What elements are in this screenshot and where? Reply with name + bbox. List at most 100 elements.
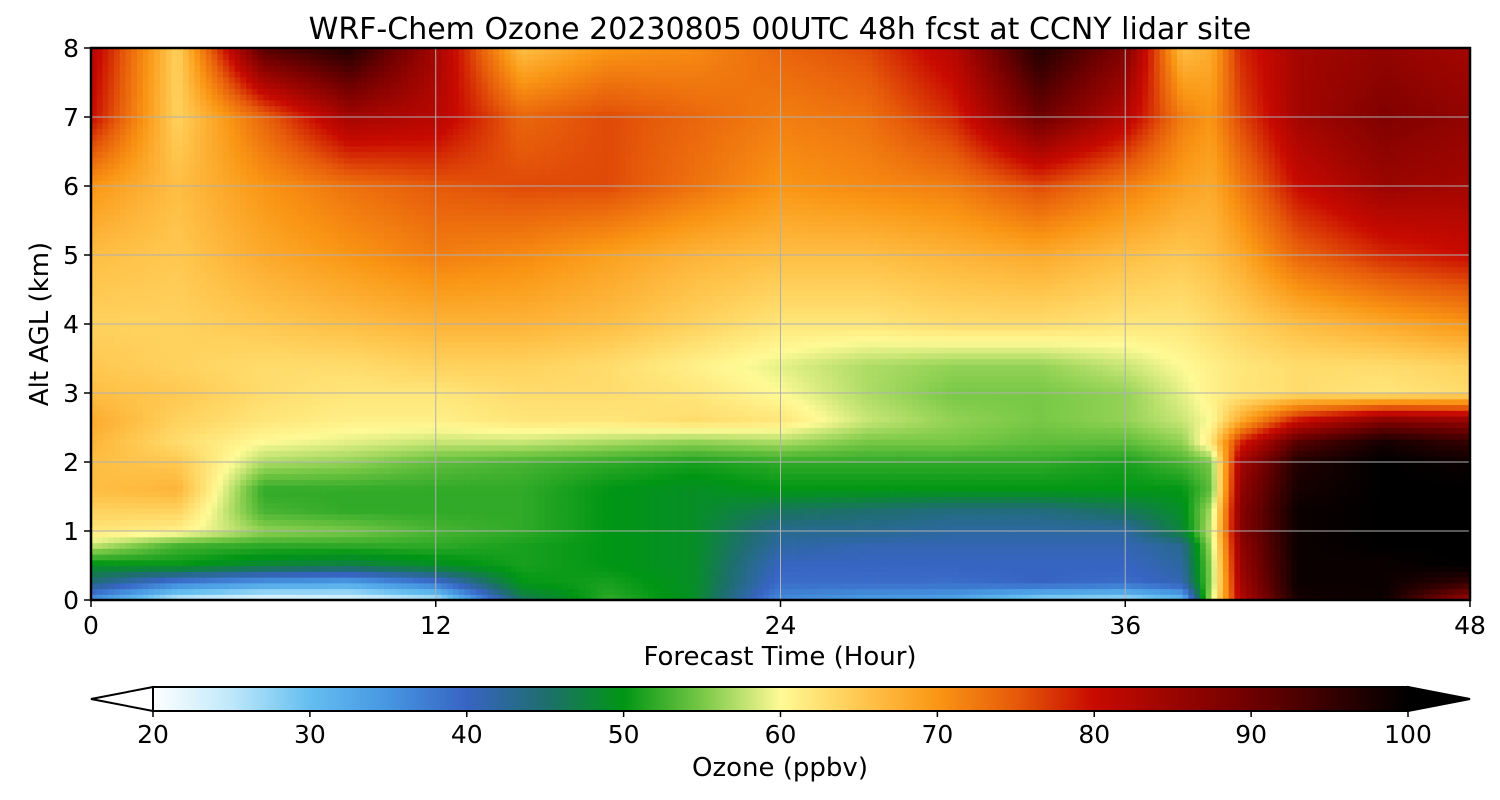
heatmap-cell [160,583,166,589]
heatmap-cell [114,88,120,94]
heatmap-cell [177,77,183,83]
heatmap-cell [125,566,131,572]
heatmap-cell [200,583,206,589]
heatmap-cell [229,502,235,508]
heatmap-cell [148,117,154,123]
heatmap-cell [137,433,143,439]
heatmap-cell [223,399,229,405]
heatmap-cell [148,577,154,583]
heatmap-cell [189,261,195,267]
heatmap-cell [137,83,143,89]
heatmap-cell [125,77,131,83]
heatmap-cell [212,376,218,382]
heatmap-cell [166,284,172,290]
heatmap-cell [194,169,200,175]
heatmap-cell [143,77,149,83]
heatmap-cell [223,462,229,468]
heatmap-cell [120,60,126,66]
heatmap-cell [223,54,229,60]
heatmap-cell [206,382,212,388]
heatmap-cell [217,261,223,267]
heatmap-cell [131,589,137,595]
heatmap-cell [137,554,143,560]
heatmap-cell [217,157,223,163]
heatmap-cell [217,175,223,181]
heatmap-cell [200,428,206,434]
heatmap-cell [212,405,218,411]
heatmap-cell [206,353,212,359]
heatmap-cell [229,554,235,560]
heatmap-cell [154,215,160,221]
heatmap-cell [114,485,120,491]
heatmap-cell [120,65,126,71]
heatmap-cell [189,531,195,537]
heatmap-cell [223,134,229,140]
heatmap-cell [160,221,166,227]
heatmap-cell [200,560,206,566]
heatmap-cell [217,560,223,566]
heatmap-cell [120,163,126,169]
heatmap-cell [183,324,189,330]
heatmap-cell [137,244,143,250]
heatmap-cell [125,83,131,89]
heatmap-cell [200,146,206,152]
heatmap-cell [166,226,172,232]
heatmap-cell [114,520,120,526]
heatmap-cell [143,301,149,307]
heatmap-cell [125,157,131,163]
heatmap-cell [217,520,223,526]
heatmap-cell [217,54,223,60]
heatmap-cell [131,215,137,221]
heatmap-cell [120,428,126,434]
heatmap-cell [131,284,137,290]
heatmap-cell [212,261,218,267]
heatmap-cell [206,244,212,250]
heatmap-cell [177,370,183,376]
heatmap-cell [166,94,172,100]
heatmap-cell [143,416,149,422]
heatmap-cell [102,290,108,296]
heatmap-cell [108,347,114,353]
heatmap-cell [131,566,137,572]
heatmap-cell [217,198,223,204]
heatmap-cell [177,186,183,192]
heatmap-cell [143,232,149,238]
heatmap-cell [177,238,183,244]
heatmap-cell [131,267,137,273]
heatmap-cell [171,531,177,537]
heatmap-cell [114,175,120,181]
heatmap-cell [120,577,126,583]
heatmap-cell [223,577,229,583]
heatmap-cell [125,341,131,347]
heatmap-cell [108,140,114,146]
heatmap-cell [102,571,108,577]
heatmap-cell [137,88,143,94]
heatmap-cell [148,370,154,376]
heatmap-cell [131,330,137,336]
heatmap-cell [194,479,200,485]
heatmap-cell [229,577,235,583]
heatmap-cell [200,571,206,577]
heatmap-cell [194,537,200,543]
heatmap-cell [177,583,183,589]
heatmap-cell [125,370,131,376]
heatmap-cell [148,445,154,451]
heatmap-cell [177,209,183,215]
heatmap-cell [102,543,108,549]
heatmap-cell [131,399,137,405]
heatmap-cell [177,491,183,497]
heatmap-cell [223,255,229,261]
heatmap-cell [206,209,212,215]
heatmap-cell [108,474,114,480]
heatmap-cell [125,520,131,526]
heatmap-cell [114,531,120,537]
heatmap-cell [171,129,177,135]
heatmap-cell [131,514,137,520]
heatmap-cell [212,347,218,353]
heatmap-cell [171,146,177,152]
heatmap-cell [131,198,137,204]
heatmap-cell [206,433,212,439]
heatmap-cell [154,186,160,192]
heatmap-cell [154,284,160,290]
heatmap-cell [194,341,200,347]
